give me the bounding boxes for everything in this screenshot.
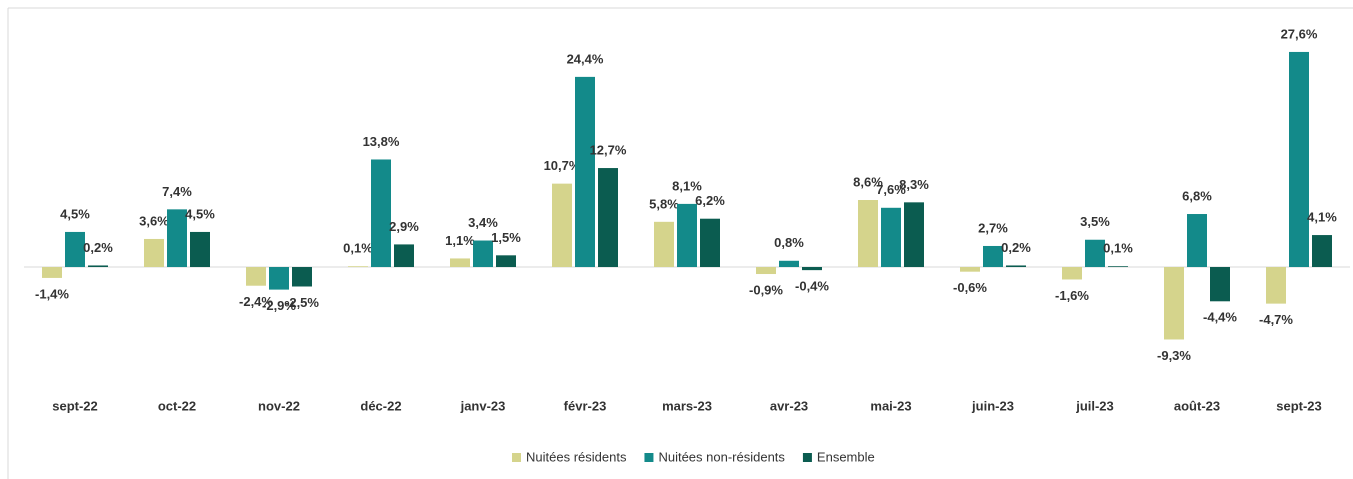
bar <box>552 183 572 268</box>
value-label: 1,1% <box>445 233 475 248</box>
value-label: 4,1% <box>1307 210 1337 225</box>
bar <box>65 231 85 268</box>
value-label: 8,1% <box>672 178 702 193</box>
bar <box>858 200 878 268</box>
bar <box>1210 267 1230 302</box>
value-label: 8,3% <box>899 177 929 192</box>
value-label: -2,4% <box>239 294 273 309</box>
bar <box>42 267 62 278</box>
bar <box>496 255 516 268</box>
bar <box>881 207 901 268</box>
value-label: -2,5% <box>285 295 319 310</box>
x-tick-label: janv-23 <box>460 398 506 413</box>
x-tick-label: nov-22 <box>258 398 300 413</box>
bar <box>1006 265 1026 268</box>
bar <box>450 258 470 268</box>
legend-swatch <box>802 453 812 462</box>
value-label: 6,2% <box>695 193 725 208</box>
bar <box>88 265 108 268</box>
value-label: 0,8% <box>774 235 804 250</box>
x-tick-label: mars-23 <box>662 398 712 413</box>
bar <box>1266 267 1286 304</box>
legend-label: Ensemble <box>817 449 875 464</box>
value-label: 7,6% <box>876 182 906 197</box>
x-tick-label: oct-22 <box>158 398 196 413</box>
bar <box>292 267 312 287</box>
bar <box>700 218 720 268</box>
bar <box>394 244 414 268</box>
value-label: -9,3% <box>1157 348 1191 363</box>
bar <box>371 159 391 268</box>
bar <box>1312 235 1332 268</box>
x-tick-label: févr-23 <box>564 398 607 413</box>
bar <box>654 221 674 268</box>
value-label: 2,7% <box>978 220 1008 235</box>
x-tick-label: sept-23 <box>1276 398 1322 413</box>
value-label: 7,4% <box>162 184 192 199</box>
value-label: 3,6% <box>139 213 169 228</box>
value-label: -0,4% <box>795 279 829 294</box>
bar <box>144 238 164 268</box>
legend-swatch <box>512 453 521 462</box>
bar <box>473 240 493 268</box>
value-label: 0,2% <box>1001 240 1031 255</box>
value-label: 5,8% <box>649 196 679 211</box>
bar <box>1187 214 1207 268</box>
bar <box>802 267 822 271</box>
value-label: -0,6% <box>953 280 987 295</box>
x-tick-label: juil-23 <box>1075 398 1114 413</box>
value-label: 0,1% <box>1103 241 1133 256</box>
value-label: 8,6% <box>853 174 883 189</box>
x-tick-label: mai-23 <box>870 398 911 413</box>
bar <box>1289 51 1309 268</box>
legend-swatch <box>644 453 654 462</box>
value-label: 24,4% <box>567 51 604 66</box>
value-label: 13,8% <box>363 134 400 149</box>
value-label: 0,1% <box>343 241 373 256</box>
value-label: 12,7% <box>590 142 627 157</box>
value-label: -2,9% <box>262 298 296 313</box>
bar <box>269 267 289 290</box>
value-label: 3,4% <box>468 215 498 230</box>
bar <box>904 202 924 268</box>
value-label: -1,6% <box>1055 288 1089 303</box>
value-label: 3,5% <box>1080 214 1110 229</box>
value-label: -4,7% <box>1259 312 1293 327</box>
value-label: 27,6% <box>1281 26 1318 41</box>
bar <box>167 209 187 268</box>
value-label: 0,2% <box>83 240 113 255</box>
bar <box>677 203 697 268</box>
x-tick-label: juin-23 <box>971 398 1014 413</box>
bar <box>598 168 618 268</box>
x-tick-label: avr-23 <box>770 398 808 413</box>
x-tick-label: sept-22 <box>52 398 98 413</box>
bar <box>960 267 980 272</box>
value-label: 1,5% <box>491 230 521 245</box>
value-label: 4,5% <box>185 206 215 221</box>
value-label: 6,8% <box>1182 188 1212 203</box>
bar <box>1085 239 1105 268</box>
bar <box>983 245 1003 268</box>
value-label: -0,9% <box>749 282 783 297</box>
bar <box>190 231 210 268</box>
bar <box>779 260 799 268</box>
bar <box>1108 266 1128 268</box>
bar <box>348 266 368 268</box>
value-label: 4,5% <box>60 206 90 221</box>
bar <box>1062 267 1082 280</box>
value-label: 10,7% <box>544 158 581 173</box>
legend-label: Nuitées non-résidents <box>658 449 785 464</box>
bar <box>756 267 776 275</box>
bar <box>246 267 266 286</box>
value-label: -1,4% <box>35 286 69 301</box>
value-label: -4,4% <box>1203 310 1237 325</box>
x-tick-label: août-23 <box>1174 398 1220 413</box>
bar <box>1164 267 1184 340</box>
value-label: 2,9% <box>389 219 419 234</box>
bar <box>575 76 595 268</box>
x-tick-label: déc-22 <box>360 398 401 413</box>
legend-label: Nuitées résidents <box>526 449 627 464</box>
